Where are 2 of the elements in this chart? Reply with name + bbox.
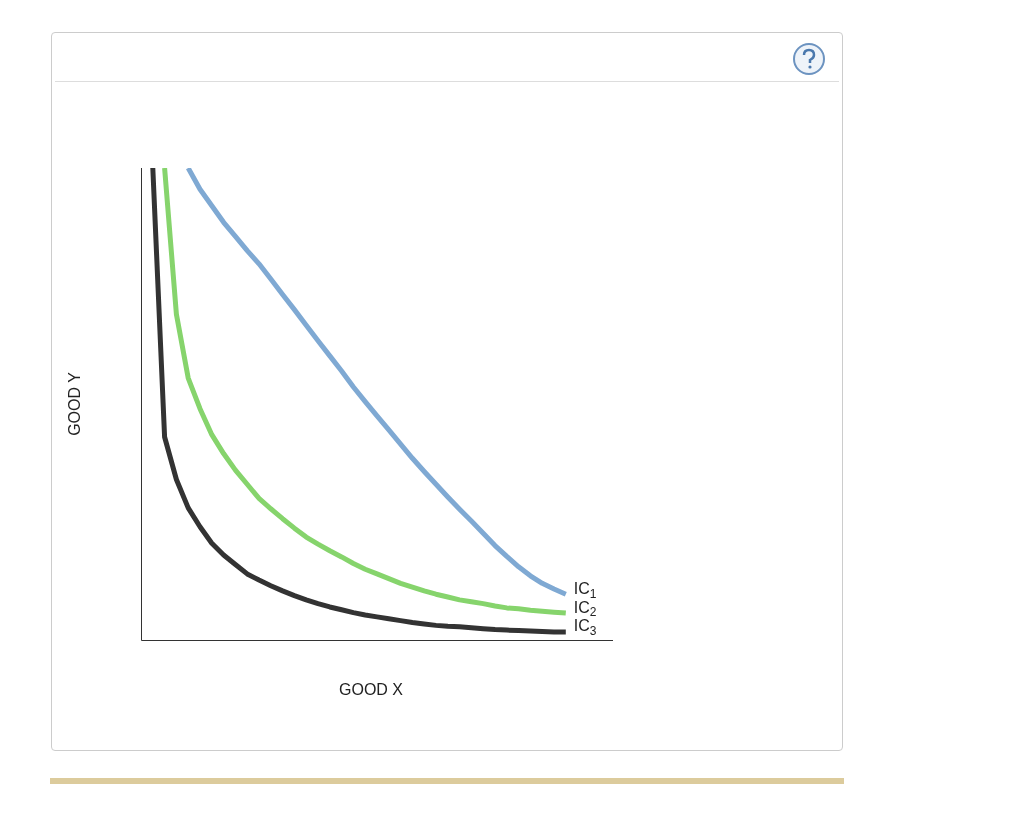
x-axis-title: GOOD X: [338, 681, 404, 699]
y-axis-title: GOOD Y: [66, 371, 84, 436]
